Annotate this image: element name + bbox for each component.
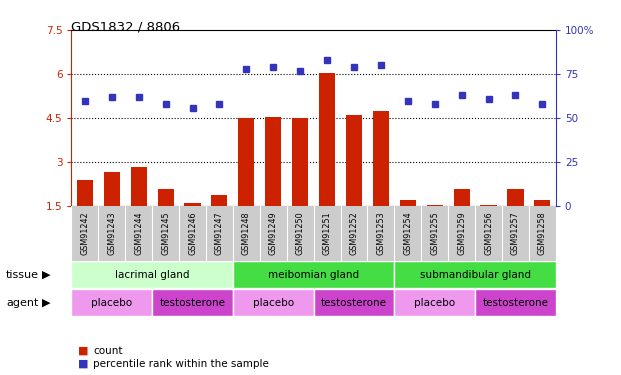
Text: lacrimal gland: lacrimal gland bbox=[115, 270, 189, 280]
Bar bbox=[77, 180, 93, 206]
Text: tissue: tissue bbox=[6, 270, 39, 280]
Text: GDS1832 / 8806: GDS1832 / 8806 bbox=[71, 21, 181, 34]
Bar bbox=[346, 115, 362, 206]
Text: GSM91246: GSM91246 bbox=[188, 211, 197, 255]
Bar bbox=[373, 111, 389, 206]
Bar bbox=[319, 73, 335, 206]
Text: GSM91248: GSM91248 bbox=[242, 211, 251, 255]
Bar bbox=[394, 290, 475, 316]
Bar bbox=[481, 205, 497, 206]
Bar bbox=[265, 117, 281, 206]
Bar bbox=[475, 290, 556, 316]
Bar bbox=[507, 189, 524, 206]
Text: GSM91250: GSM91250 bbox=[296, 211, 305, 255]
Text: GSM91252: GSM91252 bbox=[350, 211, 358, 255]
Text: GSM91245: GSM91245 bbox=[161, 211, 170, 255]
Text: testosterone: testosterone bbox=[321, 298, 387, 308]
Text: testosterone: testosterone bbox=[483, 298, 548, 308]
Text: GSM91247: GSM91247 bbox=[215, 211, 224, 255]
Text: GSM91257: GSM91257 bbox=[511, 211, 520, 255]
Text: GSM91259: GSM91259 bbox=[457, 211, 466, 255]
Text: placebo: placebo bbox=[414, 298, 455, 308]
Text: ■: ■ bbox=[78, 346, 88, 355]
Text: submandibular gland: submandibular gland bbox=[420, 270, 530, 280]
Text: ■: ■ bbox=[78, 359, 88, 369]
Text: GSM91254: GSM91254 bbox=[403, 211, 412, 255]
Bar bbox=[394, 261, 556, 288]
Text: GSM91255: GSM91255 bbox=[430, 211, 439, 255]
Text: meibomian gland: meibomian gland bbox=[268, 270, 359, 280]
Text: GSM91258: GSM91258 bbox=[538, 211, 547, 255]
Bar bbox=[71, 290, 152, 316]
Text: GSM91243: GSM91243 bbox=[107, 211, 116, 255]
Bar bbox=[400, 200, 416, 206]
Text: GSM91251: GSM91251 bbox=[322, 211, 332, 255]
Bar bbox=[130, 166, 147, 206]
Text: agent: agent bbox=[6, 298, 39, 308]
Bar bbox=[427, 205, 443, 206]
Bar bbox=[233, 261, 394, 288]
Bar bbox=[453, 189, 469, 206]
Bar bbox=[314, 290, 394, 316]
Text: percentile rank within the sample: percentile rank within the sample bbox=[93, 359, 269, 369]
Bar bbox=[292, 118, 308, 206]
Bar bbox=[534, 200, 550, 206]
Text: GSM91253: GSM91253 bbox=[376, 211, 386, 255]
Text: count: count bbox=[93, 346, 123, 355]
Text: placebo: placebo bbox=[253, 298, 294, 308]
Text: GSM91249: GSM91249 bbox=[269, 211, 278, 255]
Bar bbox=[152, 290, 233, 316]
Text: GSM91244: GSM91244 bbox=[134, 211, 143, 255]
Bar bbox=[238, 118, 255, 206]
Bar bbox=[211, 195, 227, 206]
Bar bbox=[158, 189, 174, 206]
Bar bbox=[184, 203, 201, 206]
Text: testosterone: testosterone bbox=[160, 298, 225, 308]
Text: ▶: ▶ bbox=[42, 298, 51, 308]
Bar bbox=[104, 172, 120, 206]
Bar bbox=[233, 290, 314, 316]
Text: GSM91242: GSM91242 bbox=[80, 211, 89, 255]
Bar bbox=[71, 261, 233, 288]
Text: placebo: placebo bbox=[91, 298, 132, 308]
Text: ▶: ▶ bbox=[42, 270, 51, 280]
Text: GSM91256: GSM91256 bbox=[484, 211, 493, 255]
